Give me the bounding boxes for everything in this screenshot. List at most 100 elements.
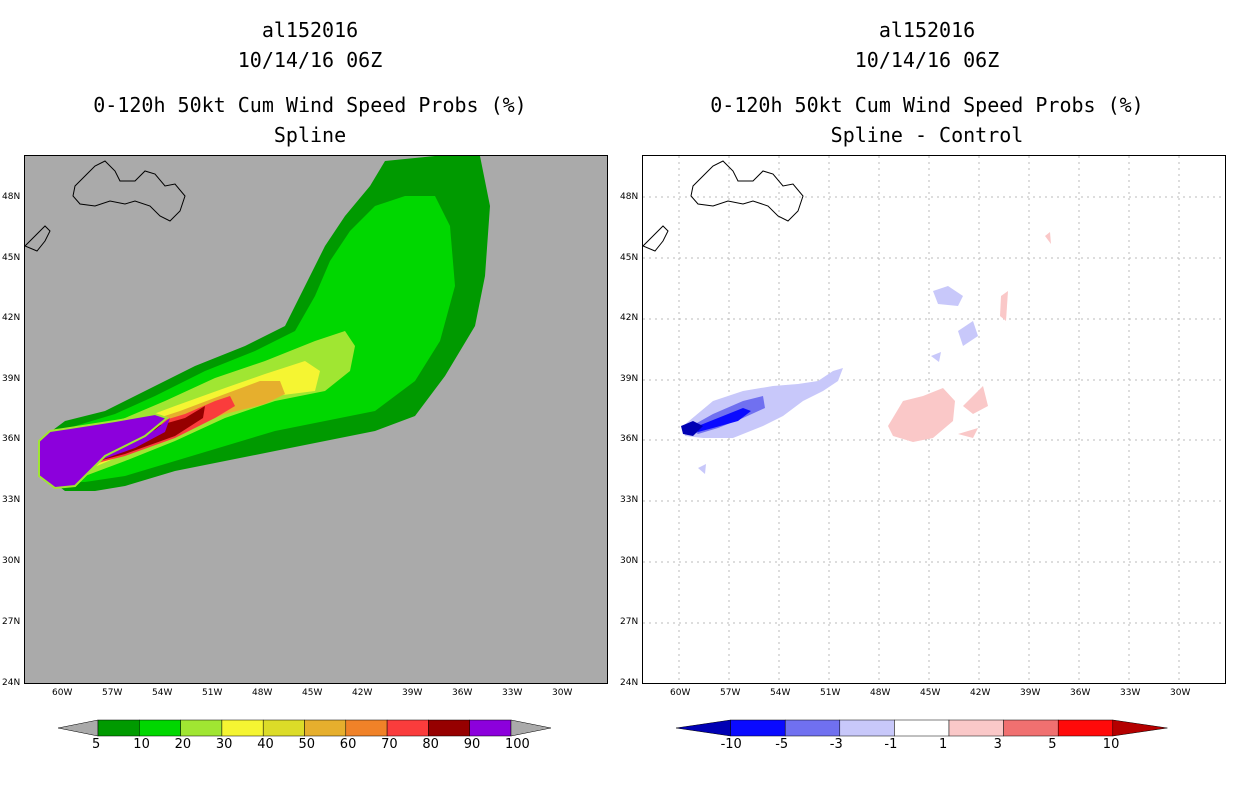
diff-pos-2	[963, 386, 988, 414]
left-storm-id: al152016	[261, 18, 359, 42]
left-colorbar-label: 30	[215, 737, 233, 752]
lon-label: 57W	[102, 688, 123, 698]
left-colorbar-label: 90	[463, 737, 481, 752]
diff-neg-10	[681, 421, 703, 436]
left-colorbar-high-arrow	[510, 719, 552, 737]
left-colorbar-cell	[221, 719, 264, 737]
lon-label: 45W	[920, 688, 941, 698]
lon-label: 42W	[352, 688, 373, 698]
lon-label: 39W	[1020, 688, 1041, 698]
lat-label: 42N	[620, 313, 639, 323]
diff-pos-main	[888, 388, 955, 442]
left-map-svg	[25, 156, 490, 491]
right-colorbar-label: 1	[939, 737, 948, 752]
diff-neg-small-1	[933, 286, 963, 306]
left-colorbar-cell	[345, 719, 388, 737]
lon-label: 54W	[152, 688, 173, 698]
lon-label: 60W	[670, 688, 691, 698]
lon-label: 42W	[970, 688, 991, 698]
lon-label: 57W	[720, 688, 741, 698]
right-colorbar-cell	[894, 719, 950, 737]
left-colorbar-cell	[428, 719, 470, 737]
lon-label: 51W	[202, 688, 223, 698]
lat-label: 24N	[620, 678, 639, 688]
left-colorbar-label: 50	[298, 737, 316, 752]
lat-label: 45N	[2, 253, 21, 263]
diff-neg-5	[693, 408, 751, 432]
right-colorbar-label: 5	[1048, 737, 1057, 752]
swath-100	[38, 412, 170, 490]
lon-label: 30W	[1170, 688, 1191, 698]
lat-label: 36N	[2, 434, 21, 444]
left-colorbar-cell	[97, 719, 140, 737]
lon-label: 45W	[302, 688, 323, 698]
diff-pos-5	[1045, 232, 1051, 244]
diff-neg-small-2	[958, 321, 978, 346]
lat-label: 36N	[620, 434, 639, 444]
left-colorbar-cell	[262, 719, 305, 737]
right-colorbar-cell	[1057, 719, 1114, 737]
diff-neg-small-4	[698, 464, 706, 474]
left-colorbar-label: 40	[257, 737, 274, 752]
right-colorbar-cell	[1003, 719, 1059, 737]
lat-label: 27N	[620, 617, 639, 627]
left-subtitle: Spline	[273, 123, 347, 147]
right-colorbar-label: 10	[1102, 737, 1120, 752]
right-title: al152016 10/14/16 06Z 0-120h 50kt Cum Wi…	[647, 15, 1207, 150]
lon-label: 30W	[552, 688, 573, 698]
right-colorbar-high-arrow	[1112, 719, 1168, 737]
right-storm-id: al152016	[878, 18, 976, 42]
right-map-svg	[643, 156, 1225, 683]
lon-label: 33W	[1120, 688, 1141, 698]
diff-neg-small-3	[931, 352, 941, 362]
lat-label: 24N	[2, 678, 21, 688]
left-colorbar-label: 80	[422, 737, 439, 752]
lat-label: 30N	[620, 556, 639, 566]
right-map-panel	[642, 155, 1226, 684]
left-colorbar-label: 70	[381, 737, 398, 752]
lat-label: 33N	[2, 495, 21, 505]
lon-label: 54W	[770, 688, 791, 698]
coastline-newfoundland-right	[643, 160, 804, 252]
right-colorbar-label: -1	[884, 737, 898, 752]
left-colorbar-cell	[386, 719, 429, 737]
left-colorbar-cell	[139, 719, 181, 737]
lat-label: 39N	[2, 374, 21, 384]
coastline-newfoundland	[25, 160, 186, 252]
lat-label: 48N	[620, 192, 639, 202]
left-colorbar	[57, 719, 552, 737]
diff-pos-4	[1000, 291, 1008, 321]
lat-label: 30N	[2, 556, 21, 566]
right-colorbar-label: -10	[720, 737, 742, 752]
diff-pos-3	[958, 428, 978, 438]
lat-label: 45N	[620, 253, 639, 263]
left-colorbar-label: 10	[133, 737, 150, 752]
left-colorbar-label: 60	[339, 737, 357, 752]
lat-label: 27N	[2, 617, 21, 627]
right-colorbar-cell	[730, 719, 786, 737]
lon-label: 48W	[870, 688, 891, 698]
lat-label: 33N	[620, 495, 639, 505]
left-colorbar-label: 5	[92, 737, 101, 752]
right-colorbar-cell	[948, 719, 1004, 737]
left-datetime: 10/14/16 06Z	[237, 48, 383, 72]
right-colorbar-label: -3	[829, 737, 843, 752]
lon-label: 39W	[402, 688, 423, 698]
lat-label: 42N	[2, 313, 21, 323]
right-colorbar-cell	[784, 719, 841, 737]
lon-label: 33W	[502, 688, 523, 698]
left-colorbar-label: 100	[505, 737, 530, 752]
left-colorbar-cell	[180, 719, 223, 737]
lat-label: 48N	[2, 192, 21, 202]
lon-label: 48W	[252, 688, 273, 698]
lon-label: 36W	[1070, 688, 1091, 698]
right-product: 0-120h 50kt Cum Wind Speed Probs (%)	[710, 93, 1144, 117]
right-subtitle: Spline - Control	[830, 123, 1024, 147]
left-colorbar-cell	[304, 719, 347, 737]
left-product: 0-120h 50kt Cum Wind Speed Probs (%)	[93, 93, 527, 117]
right-datetime: 10/14/16 06Z	[854, 48, 1000, 72]
right-colorbar-cell	[839, 719, 895, 737]
lon-label: 36W	[452, 688, 473, 698]
left-map-panel	[24, 155, 608, 684]
left-colorbar-label: 20	[174, 737, 192, 752]
